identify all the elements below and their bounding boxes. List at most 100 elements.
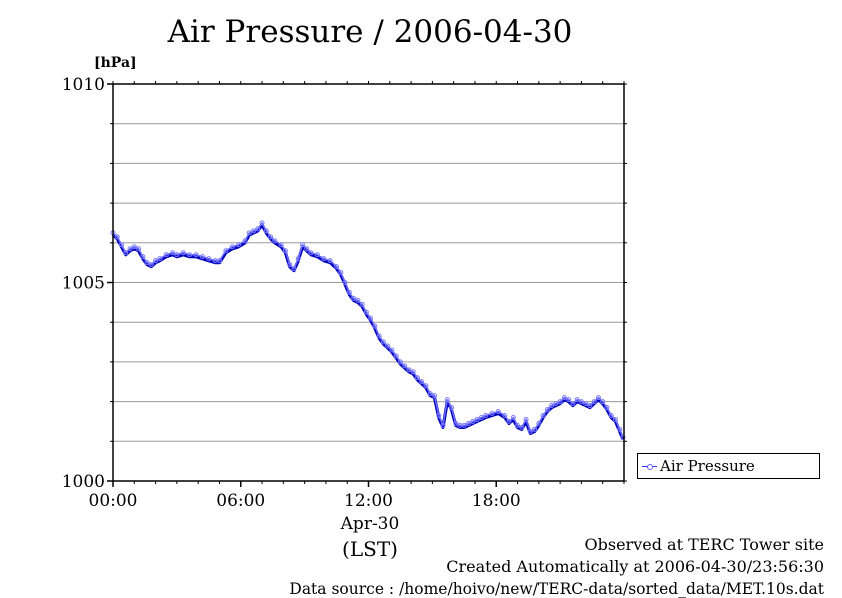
data-point xyxy=(157,256,163,262)
data-point xyxy=(410,369,416,375)
data-point xyxy=(127,246,133,252)
data-point xyxy=(478,414,484,420)
data-point xyxy=(338,270,344,276)
data-point xyxy=(229,244,235,250)
data-point xyxy=(495,409,501,415)
data-point xyxy=(608,412,614,418)
x-tick-label: 00:00 xyxy=(89,491,138,511)
data-point xyxy=(436,412,442,418)
data-point xyxy=(536,420,542,426)
data-point xyxy=(449,405,455,411)
data-point xyxy=(380,339,386,345)
x-axis-date-label: Apr-30 xyxy=(340,514,400,534)
series-line-highlight xyxy=(112,222,624,438)
data-point xyxy=(553,401,559,407)
data-point xyxy=(376,333,382,339)
data-point xyxy=(591,399,597,405)
data-point xyxy=(246,230,252,236)
data-point xyxy=(282,248,288,254)
data-point xyxy=(440,422,446,428)
x-tick-label: 12:00 xyxy=(344,491,393,511)
data-point xyxy=(385,343,391,349)
data-point xyxy=(255,226,261,232)
data-point xyxy=(561,395,567,401)
data-point xyxy=(423,383,429,389)
data-point xyxy=(170,250,176,256)
data-point xyxy=(620,434,626,440)
y-tick-label: 1010 xyxy=(62,75,105,95)
data-point xyxy=(419,379,425,385)
data-point xyxy=(470,418,476,424)
y-tick-label: 1000 xyxy=(62,472,105,492)
data-point xyxy=(259,220,265,226)
data-point xyxy=(123,250,129,256)
data-point xyxy=(587,403,593,409)
data-point xyxy=(308,250,314,256)
data-point xyxy=(389,347,395,353)
data-point xyxy=(474,416,480,422)
data-point xyxy=(187,252,193,258)
data-point xyxy=(549,403,555,409)
data-point xyxy=(174,252,180,258)
data-point xyxy=(432,393,438,399)
data-point xyxy=(304,246,310,252)
data-point xyxy=(199,254,205,260)
data-point xyxy=(136,246,142,252)
observed-note: Observed at TERC Tower site xyxy=(584,535,825,554)
series-layer xyxy=(110,220,626,440)
data-point xyxy=(523,416,529,422)
data-point xyxy=(489,410,495,416)
data-point xyxy=(466,420,472,426)
data-point xyxy=(119,242,125,248)
data-point xyxy=(515,422,521,428)
data-point xyxy=(148,262,154,268)
data-point xyxy=(291,266,297,272)
data-point xyxy=(527,428,533,434)
grid-layer xyxy=(113,83,624,442)
data-point xyxy=(287,262,293,268)
data-point xyxy=(314,252,320,258)
x-tick-label: 18:00 xyxy=(472,491,521,511)
data-point xyxy=(414,375,420,381)
data-point xyxy=(483,412,489,418)
data-point xyxy=(393,353,399,359)
data-point xyxy=(351,295,357,301)
data-point xyxy=(519,424,525,430)
data-point xyxy=(236,242,242,248)
data-point xyxy=(617,426,623,432)
data-point xyxy=(570,401,576,407)
data-point xyxy=(334,264,340,270)
data-point xyxy=(193,252,199,258)
data-point xyxy=(299,242,305,248)
data-point xyxy=(406,367,412,373)
data-point xyxy=(295,256,301,262)
x-axis-timezone-label: (LST) xyxy=(342,537,398,561)
data-point xyxy=(540,412,546,418)
data-point xyxy=(427,391,433,397)
data-point xyxy=(216,258,222,264)
data-point xyxy=(140,254,146,260)
data-point xyxy=(574,397,580,403)
data-point xyxy=(510,414,516,420)
data-point xyxy=(397,359,403,365)
data-point xyxy=(206,256,212,262)
y-tick-label: 1005 xyxy=(62,274,105,294)
data-point xyxy=(268,234,274,240)
data-point xyxy=(131,244,137,250)
data-point xyxy=(321,256,327,262)
data-point xyxy=(263,228,269,234)
data-point xyxy=(163,252,169,258)
data-point xyxy=(600,399,606,405)
data-point xyxy=(453,420,459,426)
data-point xyxy=(368,315,374,321)
data-point xyxy=(578,399,584,405)
data-point xyxy=(114,234,120,240)
data-point xyxy=(583,401,589,407)
data-point xyxy=(346,289,352,295)
data-point xyxy=(278,242,284,248)
data-point xyxy=(402,363,408,369)
tick-layer: 1000 1005 1010 00:00 06:00 12:00 18:00 xyxy=(62,75,627,511)
data-point xyxy=(242,238,248,244)
legend: Air Pressure xyxy=(637,453,820,479)
